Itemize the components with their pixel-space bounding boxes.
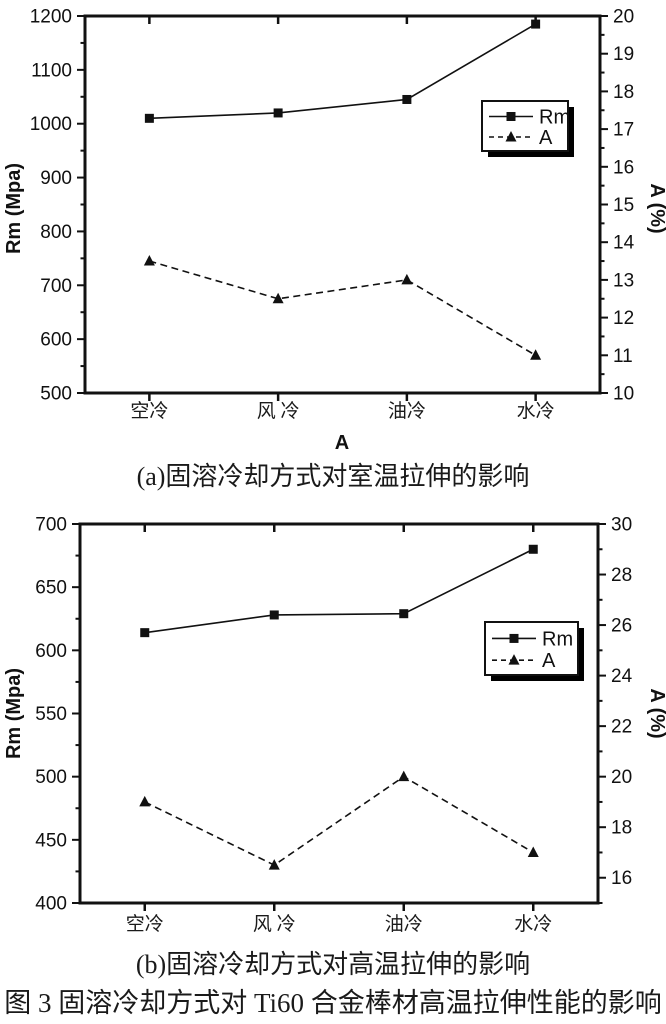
right-tick-label: 30: [611, 515, 632, 536]
left-tick-label: 650: [35, 578, 67, 599]
right-tick-label: 22: [611, 717, 632, 738]
right-tick-label: 11: [613, 346, 633, 367]
right-tick-label: 16: [611, 868, 632, 889]
right-tick-label: 28: [611, 565, 632, 586]
series-Rm-marker: [269, 610, 279, 620]
right-tick-label: 24: [611, 666, 633, 687]
left-tick-label: 500: [40, 384, 72, 405]
chart-b-caption: (b)固溶冷却方式对高温拉伸的影响: [135, 950, 531, 979]
chart-a-caption: (a)固溶冷却方式对室温拉伸的影响: [136, 462, 530, 491]
right-tick-label: 16: [613, 157, 634, 178]
legend-box: [481, 100, 569, 152]
series-A-marker: [268, 859, 280, 870]
right-tick-label: 26: [611, 616, 632, 637]
series-Rm-marker: [399, 609, 409, 619]
left-tick-label: 600: [40, 330, 72, 351]
series-Rm-marker: [273, 108, 283, 118]
series-Rm-marker: [528, 544, 538, 554]
right-tick-label: 20: [611, 767, 632, 788]
legend-entry-label: Rm: [539, 107, 570, 129]
series-A-line: [144, 775, 534, 867]
series-A-marker: [143, 255, 155, 266]
right-axis: 10 11 12 13 14 15 16 17 18 19 20 A (%): [600, 7, 666, 405]
right-tick-label: 19: [613, 44, 634, 65]
legend: RmA: [484, 621, 584, 681]
series-Rm-marker: [144, 113, 154, 123]
right-axis-title: A (%): [646, 183, 666, 233]
plot-frame: [78, 522, 600, 905]
figure-caption: 图 3 固溶冷却方式对 Ti60 合金棒材高温拉伸性能的影响: [4, 988, 662, 1018]
left-tick-label: 700: [35, 515, 67, 536]
right-axis-title: A (%): [646, 688, 666, 738]
right-tick-label: 12: [613, 308, 634, 329]
legend-sample-marker: [509, 633, 519, 643]
x-axis-title: A: [335, 432, 349, 454]
right-tick-label: 20: [613, 7, 634, 28]
right-axis: 16 18 20 22 24 26 28 30 A (%): [598, 515, 666, 904]
series-A-marker: [272, 292, 284, 304]
left-tick-label: 500: [35, 767, 67, 788]
left-tick-label: 700: [40, 276, 72, 297]
plot-frame: [83, 14, 602, 395]
series-A-marker: [139, 795, 151, 807]
left-tick-label: 900: [40, 168, 72, 189]
legend-entry-label: A: [542, 650, 556, 672]
legend-sample-marker: [505, 131, 517, 142]
right-tick-label: 18: [613, 82, 634, 103]
series-Rm-line: [144, 548, 534, 634]
series-Rm-marker: [140, 628, 150, 638]
series-Rm: [144, 19, 541, 123]
legend-entry-label: A: [539, 127, 553, 149]
left-axis: 400 450 500 550 600 650 700 Rm (Mpa): [3, 515, 80, 915]
right-tick-label: 14: [613, 233, 635, 254]
legend-sample-marker: [506, 112, 516, 121]
series-Rm-marker: [402, 94, 412, 104]
series-Rm-line: [149, 23, 537, 120]
left-tick-label: 450: [35, 830, 67, 851]
series-A-marker: [398, 770, 410, 782]
category-label: 空冷: [126, 913, 164, 935]
left-axis-title: Rm (Mpa): [3, 668, 25, 759]
category-label: 水冷: [514, 913, 552, 935]
series-A-marker: [530, 349, 542, 360]
left-tick-label: 1000: [30, 114, 72, 135]
left-tick-label: 600: [35, 641, 67, 662]
right-tick-label: 15: [613, 195, 634, 216]
series-A: [143, 255, 542, 360]
legend-sample-marker: [508, 654, 520, 665]
left-tick-label: 1200: [30, 7, 72, 28]
x-axis: 空冷 风 冷 油冷 水冷: [126, 524, 552, 935]
x-axis: 空冷 风 冷 油冷 水冷 A: [130, 16, 555, 454]
category-label: 空冷: [130, 400, 168, 422]
series-A: [139, 770, 539, 870]
category-label: 油冷: [385, 913, 423, 935]
left-tick-label: 550: [35, 704, 67, 725]
category-label: 油冷: [388, 400, 426, 422]
category-label: 风 冷: [253, 913, 296, 935]
left-tick-label: 400: [35, 894, 67, 915]
right-tick-label: 18: [611, 818, 632, 839]
left-axis: 500 600 700 800 900 1000 1100 1200 Rm (Mpa): [3, 7, 85, 405]
right-tick-label: 13: [613, 270, 634, 291]
left-axis-title: Rm (Mpa): [3, 163, 25, 254]
category-label: 水冷: [517, 400, 555, 422]
left-tick-label: 800: [40, 222, 72, 243]
series-Rm-marker: [531, 19, 541, 29]
legend: RmA: [481, 100, 574, 157]
series-A-line: [149, 260, 537, 356]
chart-b: 400 450 500 550 600 650 700 Rm (Mpa) 16 18 20 22 24 2…: [3, 515, 666, 936]
right-tick-label: 17: [613, 120, 634, 141]
legend-entry-label: Rm: [542, 628, 573, 650]
left-tick-label: 1100: [31, 60, 72, 81]
right-tick-label: 10: [613, 384, 634, 405]
legend-box: [484, 621, 579, 676]
series-Rm: [140, 544, 538, 638]
series-A-marker: [401, 273, 413, 285]
series-A-marker: [527, 846, 539, 857]
category-label: 风 冷: [257, 400, 300, 422]
